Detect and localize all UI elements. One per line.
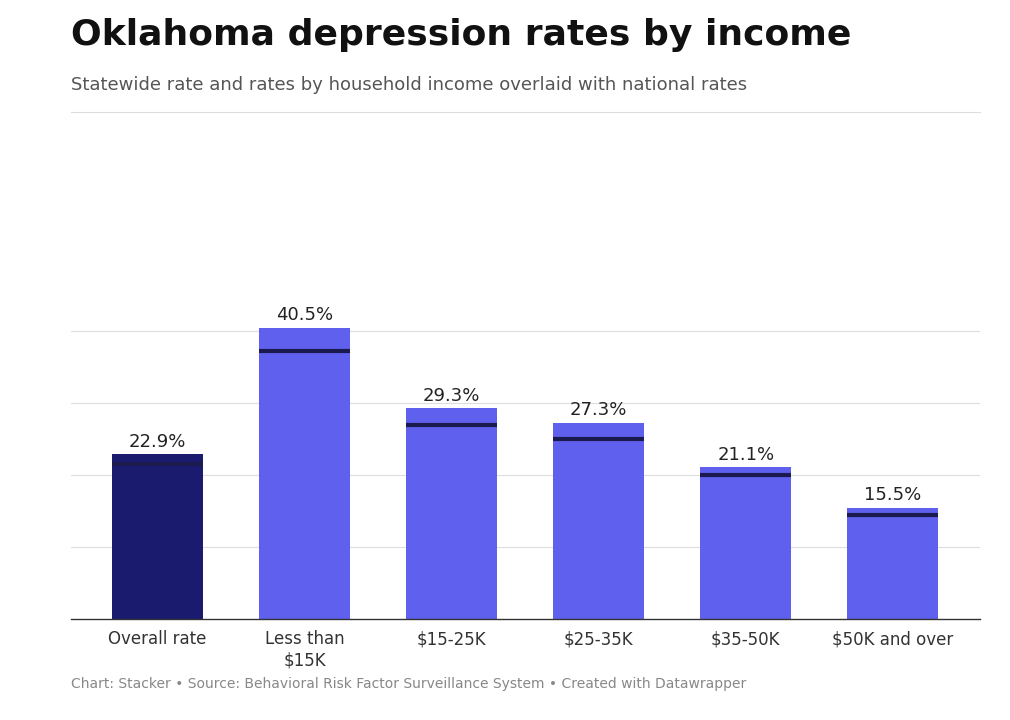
Text: 40.5%: 40.5% — [276, 306, 333, 324]
Bar — [112, 454, 203, 619]
Text: 15.5%: 15.5% — [865, 486, 921, 504]
Bar — [259, 328, 350, 619]
Bar — [700, 467, 792, 619]
Text: Statewide rate and rates by household income overlaid with national rates: Statewide rate and rates by household in… — [71, 76, 746, 94]
Text: 27.3%: 27.3% — [570, 401, 627, 419]
Text: 29.3%: 29.3% — [423, 387, 481, 405]
Bar — [406, 408, 497, 619]
Text: Chart: Stacker • Source: Behavioral Risk Factor Surveillance System • Created wi: Chart: Stacker • Source: Behavioral Risk… — [71, 678, 746, 691]
Text: Oklahoma depression rates by income: Oklahoma depression rates by income — [71, 18, 851, 52]
Bar — [847, 508, 938, 619]
Bar — [553, 423, 644, 619]
Text: 22.9%: 22.9% — [129, 433, 186, 451]
Text: 21.1%: 21.1% — [717, 446, 775, 464]
